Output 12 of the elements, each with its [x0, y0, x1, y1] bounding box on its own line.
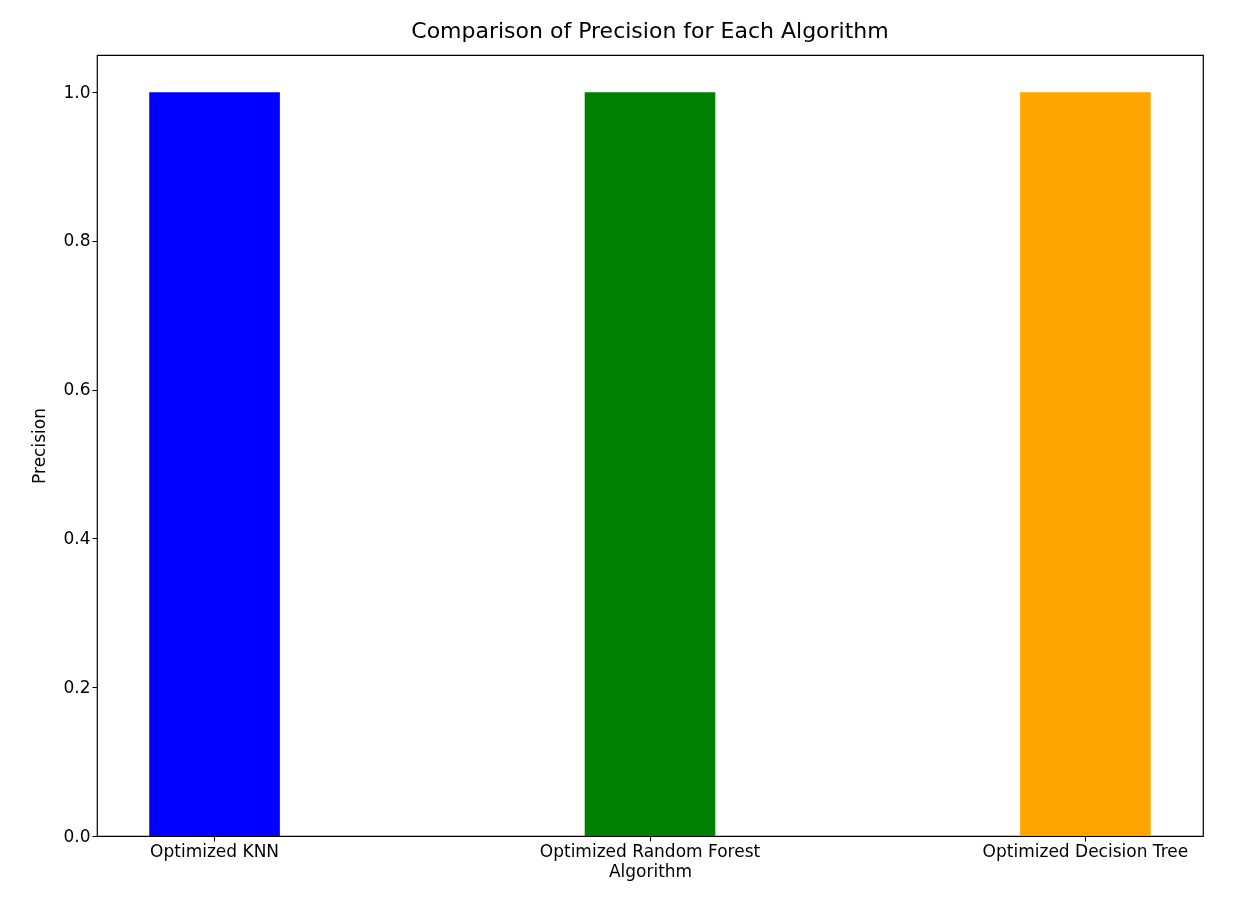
chart-title: Comparison of Precision for Each Algorithm [411, 18, 889, 43]
x-axis-title: Algorithm [608, 860, 693, 881]
x-tick-label: Optimized Random Forest [539, 840, 761, 861]
y-tick-label: 0.4 [63, 527, 91, 548]
y-tick-label: 1.0 [63, 81, 91, 102]
y-tick-label: 0.6 [63, 379, 91, 400]
y-tick-label: 0.8 [63, 230, 91, 251]
x-tick-label: Optimized Decision Tree [982, 840, 1189, 861]
y-tick-label: 0.2 [63, 676, 91, 697]
y-tick-label: 0.0 [63, 825, 91, 846]
y-axis-title: Precision [29, 408, 50, 484]
x-tick-label: Optimized KNN [150, 840, 280, 861]
